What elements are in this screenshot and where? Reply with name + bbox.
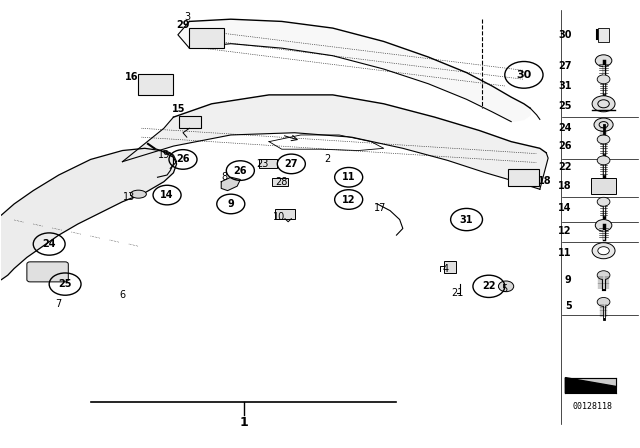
Circle shape <box>594 118 613 131</box>
Text: 22: 22 <box>558 162 572 172</box>
Circle shape <box>595 220 612 231</box>
Text: 24: 24 <box>42 239 56 249</box>
Text: 10: 10 <box>273 212 285 222</box>
Text: 16: 16 <box>125 72 139 82</box>
Text: 8: 8 <box>221 172 227 182</box>
Circle shape <box>597 156 610 165</box>
Text: 5: 5 <box>565 302 572 311</box>
Text: 00128118: 00128118 <box>573 402 612 411</box>
Text: 9: 9 <box>565 275 572 284</box>
Text: 25: 25 <box>558 101 572 111</box>
Text: 11: 11 <box>558 248 572 258</box>
Bar <box>138 73 173 95</box>
Text: 24: 24 <box>558 123 572 133</box>
Bar <box>189 28 225 48</box>
Polygon shape <box>1 148 177 280</box>
Bar <box>591 178 616 194</box>
Text: 11: 11 <box>342 172 355 182</box>
Circle shape <box>597 75 610 84</box>
Bar <box>259 159 277 168</box>
Bar <box>179 116 201 128</box>
Text: 4: 4 <box>442 263 449 274</box>
Circle shape <box>592 243 615 259</box>
Text: 22: 22 <box>482 281 495 291</box>
Polygon shape <box>178 19 531 121</box>
Text: 14: 14 <box>558 203 572 213</box>
Text: 17: 17 <box>374 203 387 213</box>
Text: 29: 29 <box>176 20 189 30</box>
Text: 3: 3 <box>184 13 191 22</box>
Text: 15: 15 <box>172 103 186 114</box>
Circle shape <box>598 247 609 255</box>
Text: 26: 26 <box>176 155 189 164</box>
Text: 12: 12 <box>558 226 572 236</box>
Text: 31: 31 <box>558 81 572 91</box>
Text: 30: 30 <box>516 70 532 80</box>
Text: 13: 13 <box>123 192 135 202</box>
Text: 26: 26 <box>234 166 247 176</box>
Text: 25: 25 <box>58 279 72 289</box>
Circle shape <box>592 96 615 112</box>
Text: 19: 19 <box>157 150 170 160</box>
Text: 7: 7 <box>56 299 62 309</box>
Polygon shape <box>221 177 241 190</box>
Text: 23: 23 <box>257 159 269 169</box>
Text: 18: 18 <box>538 176 551 186</box>
Polygon shape <box>565 378 616 393</box>
Text: 5: 5 <box>502 284 508 293</box>
Bar <box>272 178 288 186</box>
Bar <box>444 260 456 273</box>
Ellipse shape <box>131 190 147 198</box>
Text: 6: 6 <box>120 290 125 300</box>
Circle shape <box>499 281 514 292</box>
Circle shape <box>597 271 610 280</box>
Text: 26: 26 <box>558 141 572 151</box>
Text: 9: 9 <box>227 199 234 209</box>
Text: 1: 1 <box>239 416 248 429</box>
Bar <box>508 169 539 186</box>
Text: 31: 31 <box>460 215 474 224</box>
Text: 30: 30 <box>558 30 572 40</box>
Circle shape <box>597 297 610 306</box>
Text: 28: 28 <box>276 177 288 187</box>
Text: 27: 27 <box>558 61 572 71</box>
Text: 21: 21 <box>451 288 463 298</box>
Text: 2: 2 <box>324 155 331 164</box>
Text: 12: 12 <box>342 194 355 205</box>
Circle shape <box>597 135 610 144</box>
Polygon shape <box>122 95 548 189</box>
Circle shape <box>597 197 610 206</box>
Polygon shape <box>565 378 616 387</box>
FancyBboxPatch shape <box>27 262 68 282</box>
Text: 18: 18 <box>558 181 572 191</box>
Bar <box>275 209 294 219</box>
Text: 27: 27 <box>285 159 298 169</box>
Circle shape <box>595 55 612 66</box>
Text: 14: 14 <box>160 190 174 200</box>
Bar <box>598 28 609 42</box>
